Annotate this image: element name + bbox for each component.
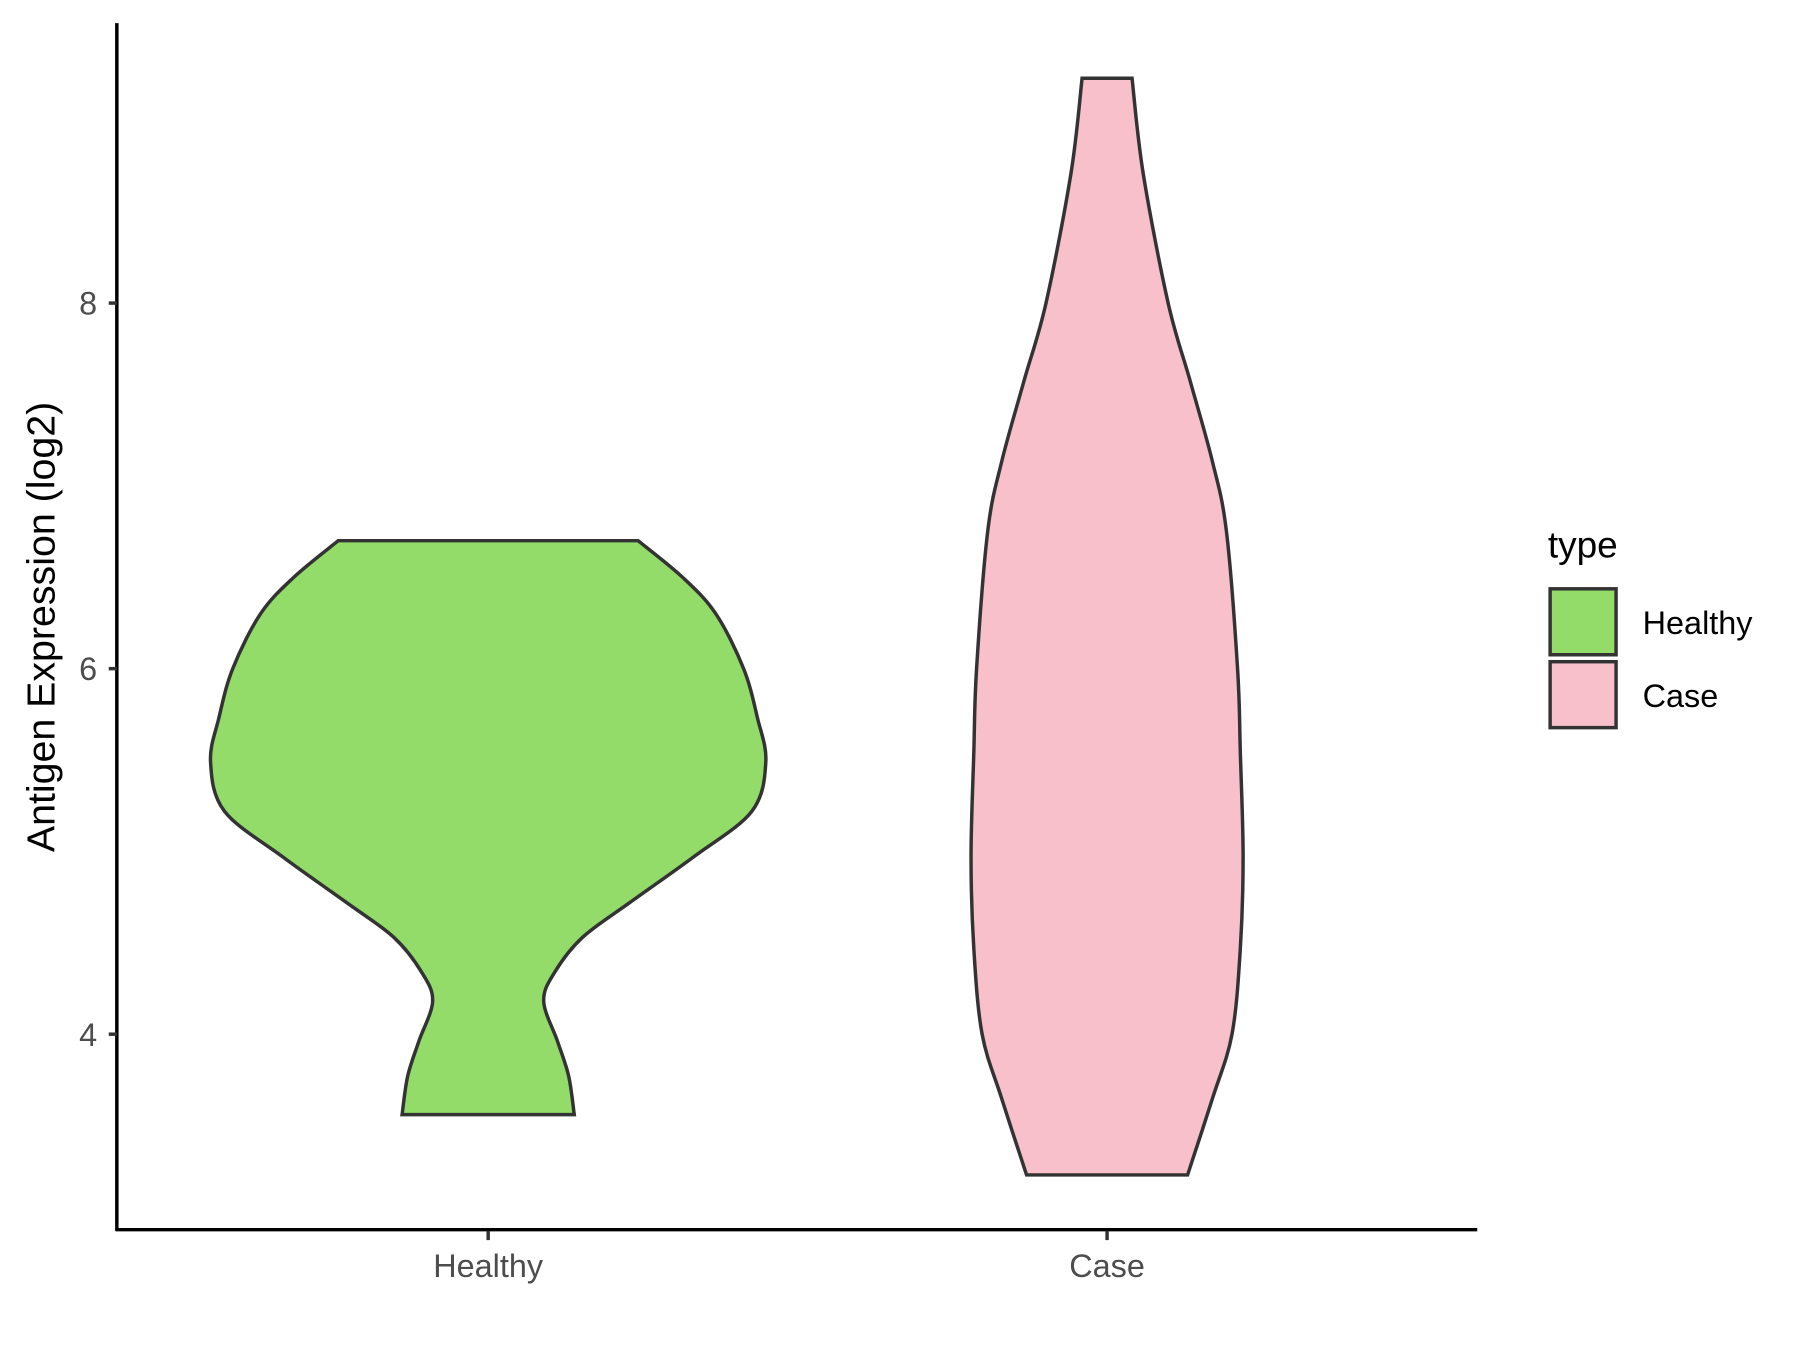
x-tick-label-healthy: Healthy (433, 1248, 544, 1284)
y-axis-label: Antigen Expression (log2) (19, 402, 63, 852)
legend-title: type (1548, 524, 1618, 566)
legend-key-case (1548, 659, 1618, 730)
x-ticks: Healthy Case (433, 1230, 1145, 1284)
legend-key-healthy (1548, 587, 1618, 657)
y-ticks: 4 6 8 (79, 286, 117, 1053)
y-tick-label-4: 4 (79, 1017, 97, 1053)
violin-healthy (208, 538, 768, 1117)
legend-label-case: Case (1643, 678, 1719, 714)
y-tick-label-6: 6 (79, 651, 97, 687)
y-tick-label-8: 8 (79, 286, 97, 322)
x-tick-label-case: Case (1069, 1248, 1145, 1284)
legend-label-healthy: Healthy (1643, 605, 1754, 641)
violins (208, 76, 1245, 1177)
legend: Healthy Case (1548, 587, 1754, 730)
violin-case (969, 76, 1245, 1177)
